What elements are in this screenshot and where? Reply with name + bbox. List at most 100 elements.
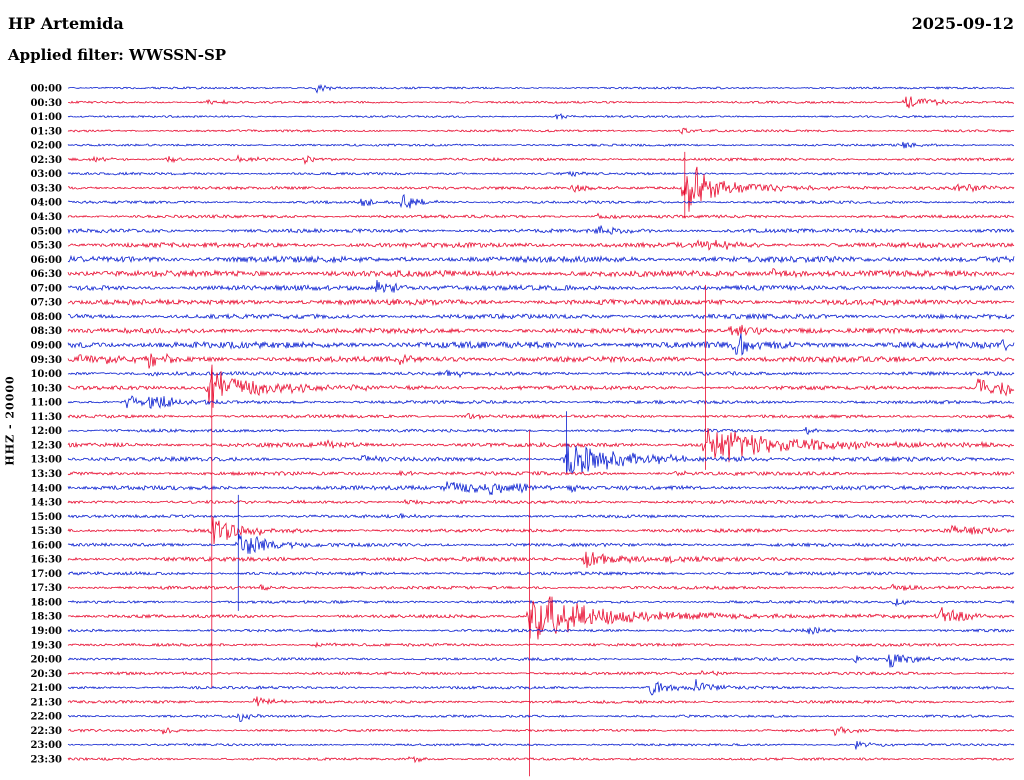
trace-row: [67, 268, 1015, 279]
trace-row: [67, 127, 1015, 135]
trace-row-label: 15:00: [30, 512, 62, 523]
trace-row: [67, 141, 1015, 149]
trace-row-label: 04:30: [30, 212, 62, 223]
trace-row-label: 16:30: [30, 555, 62, 566]
trace-row-label: 22:00: [30, 712, 62, 723]
trace-row: [67, 413, 1015, 420]
trace-row-label: 09:00: [30, 341, 62, 352]
trace-row-label: 18:30: [30, 612, 62, 623]
trace-row-label: 11:00: [30, 398, 62, 409]
trace-row: [67, 430, 1015, 777]
trace-row-label: 11:30: [30, 412, 62, 423]
trace-row: [67, 598, 1015, 608]
trace-row: [67, 669, 1015, 677]
trace-row: [67, 254, 1015, 264]
trace-row-label: 23:00: [30, 740, 62, 751]
trace-row: [67, 426, 1015, 436]
trace-row: [67, 154, 1015, 166]
trace-row: [67, 395, 1015, 409]
trace-row-label: 02:00: [30, 141, 62, 152]
trace-row-label: 07:30: [30, 298, 62, 309]
trace-row: [67, 364, 1015, 408]
trace-row: [67, 279, 1015, 294]
trace-row: [67, 284, 1015, 470]
trace-row: [67, 170, 1015, 178]
trace-row-label: 20:30: [30, 669, 62, 680]
trace-row: [67, 626, 1015, 636]
trace-row: [67, 679, 1015, 696]
trace-row: [67, 583, 1015, 591]
trace-row: [67, 193, 1015, 209]
trace-row: [67, 324, 1015, 337]
trace-row: [67, 512, 1015, 519]
trace-row: [67, 333, 1015, 356]
trace-row: [67, 312, 1015, 321]
trace-row-label: 13:00: [30, 455, 62, 466]
trace-row: [67, 411, 1015, 475]
trace-row-label: 08:30: [30, 326, 62, 337]
trace-row-label: 06:30: [30, 269, 62, 280]
trace-row-label: 09:30: [30, 355, 62, 366]
trace-row: [67, 481, 1015, 496]
trace-row-label: 05:00: [30, 226, 62, 237]
date-label: 2025-09-12: [911, 14, 1014, 33]
trace-row-label: 00:00: [30, 84, 62, 95]
trace-row-label: 05:30: [30, 241, 62, 252]
trace-row-label: 12:30: [30, 440, 62, 451]
trace-row: [67, 755, 1015, 764]
trace-row-label: 19:00: [30, 626, 62, 637]
trace-row: [67, 696, 1015, 707]
trace-row: [67, 113, 1015, 121]
trace-row-label: 21:30: [30, 697, 62, 708]
trace-row-label: 14:30: [30, 498, 62, 509]
trace-row-label: 01:00: [30, 112, 62, 123]
trace-row-label: 13:30: [30, 469, 62, 480]
trace-row: [67, 239, 1015, 251]
trace-row-label: 23:30: [30, 755, 62, 766]
trace-row-label: 15:30: [30, 526, 62, 537]
trace-row: [67, 498, 1015, 505]
trace-row: [67, 83, 1015, 94]
trace-row: [67, 740, 1015, 750]
trace-row: [67, 352, 1015, 369]
trace-row-label: 06:00: [30, 255, 62, 266]
trace-row: [67, 726, 1014, 737]
trace-row-label: 00:30: [30, 98, 62, 109]
trace-row-label: 18:00: [30, 598, 62, 609]
filter-label: Applied filter: WWSSN-SP: [8, 46, 227, 64]
trace-row-label: 16:00: [30, 540, 62, 551]
trace-row-label: 07:00: [30, 283, 62, 294]
trace-row-label: 20:00: [30, 655, 62, 666]
trace-row: [67, 570, 1015, 577]
trace-row: [68, 96, 1014, 109]
station-title: HP Artemida: [8, 14, 124, 33]
trace-row: [67, 494, 1015, 611]
trace-row: [67, 225, 1015, 235]
trace-row: [67, 369, 1015, 379]
trace-row: [67, 298, 1015, 307]
trace-row: [67, 551, 1015, 568]
trace-row-label: 14:00: [30, 483, 62, 494]
trace-row-label: 19:30: [30, 640, 62, 651]
trace-row: [67, 212, 1015, 220]
trace-row: [67, 654, 1015, 668]
trace-row-label: 21:00: [30, 683, 62, 694]
trace-row-label: 10:30: [30, 383, 62, 394]
trace-row: [67, 370, 1015, 689]
trace-row-label: 12:00: [30, 426, 62, 437]
trace-row-label: 08:00: [30, 312, 62, 323]
trace-row-label: 02:30: [30, 155, 62, 166]
trace-row-label: 01:30: [30, 126, 62, 137]
trace-row-label: 04:00: [30, 198, 62, 209]
trace-row: [67, 641, 1015, 649]
trace-row: [67, 151, 1015, 218]
trace-row: [67, 469, 1015, 477]
trace-row-label: 22:30: [30, 726, 62, 737]
trace-row-label: 17:30: [30, 583, 62, 594]
trace-row-label: 17:00: [30, 569, 62, 580]
trace-row-label: 03:30: [30, 183, 62, 194]
trace-row-label: 10:00: [30, 369, 62, 380]
